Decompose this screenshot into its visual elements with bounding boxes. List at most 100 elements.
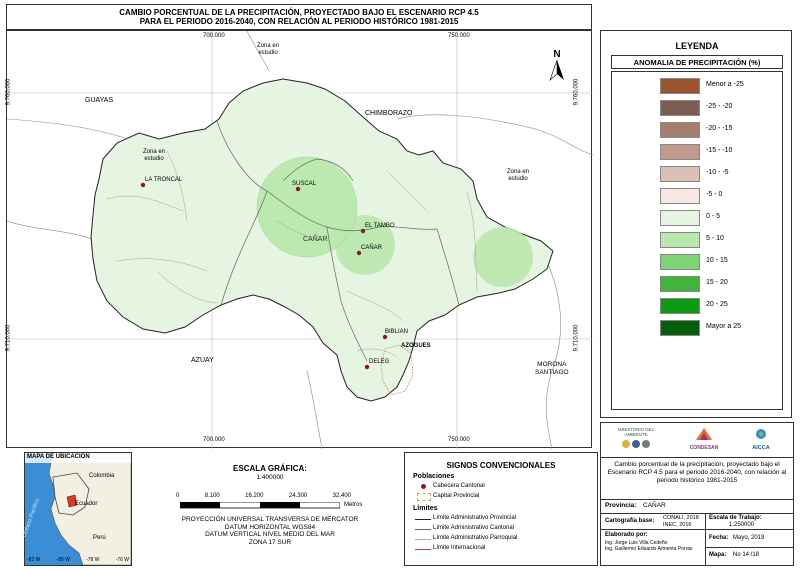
elaborado-name-2: Ing. Guillermo Eduardo Armenta Porras (605, 546, 693, 552)
signs-lim-cant: Límite Administrativo Cantonal (433, 525, 515, 531)
legend-item: 0 - 5 (618, 210, 778, 230)
signs-capital: Capital Provincial (433, 493, 480, 499)
label-zona-right-l2: estudio (508, 176, 528, 182)
legend-label: Mayor a 25 (706, 323, 742, 330)
grid-label-right-2: 9.710.000 (573, 324, 580, 352)
legend-label: -10 - -5 (706, 169, 729, 176)
legend-label: 20 - 25 (706, 301, 728, 308)
town-deleg (364, 364, 370, 370)
capital-icon (417, 493, 431, 501)
aicca-logo-text: AICCA (752, 445, 770, 451)
town-label-deleg: DELEG (369, 359, 390, 365)
legend-label: 10 - 15 (706, 257, 728, 264)
projection-line-3: DATUM VERTICAL NIVEL MEDIO DEL MAR (205, 531, 335, 538)
projection-line-4: ZONA 17 SUR (248, 538, 292, 546)
grid-label-bottom-2: 750.000 (448, 437, 470, 443)
legend-swatch (660, 100, 700, 116)
elaborado-name-1: Ing. Jorge Luis Villa Cedeño (605, 540, 668, 546)
legend-swatch (660, 298, 700, 314)
town-label-azogues: AZOGUES (401, 343, 431, 349)
aicca-logo: AICCA (741, 427, 781, 453)
aicca-mark-icon (756, 429, 766, 439)
scale-tick-0: 0 (176, 493, 180, 499)
carto-value-1: CONALI, 2018 (663, 515, 699, 521)
info-block: MINISTERIO DEL AMBIENTE CONDESAN AICCA C… (600, 422, 794, 566)
legend-item: 10 - 15 (618, 254, 778, 274)
parish-boundaries (106, 150, 478, 358)
scale-ticks: 0 8.100 16.200 24.300 32.400 (176, 493, 351, 499)
scale-tick-4: 32.400 (332, 493, 351, 499)
locator-title: MAPA DE UBICACIÓN (27, 454, 90, 460)
title-line-1: CAMBIO PORCENTUAL DE LA PRECIPITACIÓN, P… (119, 8, 479, 17)
legend-item: -20 - -15 (618, 122, 778, 142)
signs-lim-prov: Límite Administrativo Provincial (433, 515, 517, 521)
lim-cant-icon (415, 529, 431, 530)
escala-label: Escala de Trabajo: (709, 515, 762, 521)
grid-label-top-1: 700.000 (203, 33, 225, 39)
legend-swatch (660, 232, 700, 248)
map-title: CAMBIO PORCENTUAL DE LA PRECIPITACIÓN, P… (6, 4, 592, 30)
neighbour-boundaries (6, 30, 594, 450)
legend-swatch (660, 78, 700, 94)
legend-swatch (660, 254, 700, 270)
legend-title: LEYENDA (675, 41, 719, 51)
legend-label: 5 - 10 (706, 235, 724, 242)
lim-prov-icon (415, 519, 431, 520)
anomaly-zone-edge (256, 156, 358, 258)
divider-4 (705, 547, 793, 548)
label-zona-top: Zona en estudio (257, 43, 279, 57)
label-morona-l2: SANTIAGO (535, 369, 569, 376)
divider-1 (601, 499, 793, 500)
cabecera-icon (421, 484, 426, 489)
legend-label: 15 - 20 (706, 279, 728, 286)
azogues-capital-outline (380, 344, 414, 396)
label-morona-l1: MORONA (537, 361, 567, 368)
legend-panel: LEYENDA ANOMALIA DE PRECIPITACIÓN (%) Me… (600, 30, 792, 418)
title-line-2: PARA EL PERIODO 2016-2040, CON RELACIÓN … (139, 17, 459, 26)
label-morona-santiago: MORONA SANTIAGO (535, 361, 569, 377)
mapa-value: No 14 /18 (733, 552, 760, 558)
town-suscal (295, 186, 301, 192)
ministry-logo: MINISTERIO DEL AMBIENTE (609, 427, 663, 453)
legend-items: Menor a -25 -25 - -20 -20 - -15 -15 - -10 -1… (611, 71, 783, 410)
legend-item: Mayor a 25 (618, 320, 778, 340)
scale-ratio: 1:400000 (256, 474, 284, 481)
provincia-label: Provincia: (605, 502, 637, 509)
main-map: 700.000 750.000 700.000 750.000 9.760.00… (5, 30, 594, 450)
locator-lon-3: -78 W (86, 557, 100, 563)
legend-label: -20 - -15 (706, 125, 733, 132)
projection-info: PROYECCIÓN UNIVERSAL TRANSVERSA DE MERCA… (140, 516, 400, 546)
town-la-troncal (140, 182, 146, 188)
info-description: Cambio porcentual de la precipitación, p… (607, 461, 787, 484)
locator-lon-4: -76 W (115, 557, 129, 563)
locator-ecuador: Ecuador (75, 501, 98, 507)
logos-row: MINISTERIO DEL AMBIENTE CONDESAN AICCA (601, 423, 793, 458)
town-label-la-troncal: LA TRONCAL (145, 177, 183, 183)
legend-swatch (660, 188, 700, 204)
grid-label-bottom-1: 700.000 (203, 437, 225, 443)
label-zona-right: Zona en estudio (507, 169, 529, 183)
scale-tick-2: 16.200 (245, 493, 264, 499)
anomaly-zone-suscal (257, 157, 357, 257)
label-zona-top-l1: Zona en (257, 43, 280, 49)
town-points (140, 182, 388, 370)
town-label-biblian: BIBLIAN (385, 329, 409, 335)
map-canvas (6, 30, 594, 450)
signs-limites: Límites (413, 505, 438, 512)
town-canar (356, 250, 362, 256)
scale-title: ESCALA GRÁFICA: (233, 464, 307, 473)
legend-item: -5 - 0 (618, 188, 778, 208)
locator-map: MAPA DE UBICACIÓN Colombia Ecuador Perú … (21, 452, 132, 566)
label-zona-left-l1: Zona en (143, 149, 166, 155)
projection-line-2: DATUM HORIZONTAL WGS84 (224, 523, 316, 531)
cantonal-boundaries (216, 120, 460, 362)
escala-value: 1:250000 (729, 522, 755, 528)
locator-lon-1: -82 W (27, 557, 41, 563)
scale-section: ESCALA GRÁFICA: 1:400000 0 8.100 16.200 … (140, 452, 400, 564)
locator-peru: Perú (93, 535, 106, 541)
town-label-el-tambo: EL TAMBO (365, 223, 395, 229)
carto-value-2: INEC, 2016 (663, 521, 692, 528)
divider-2 (601, 513, 793, 514)
legend-swatch (660, 210, 700, 226)
label-zona-left-l2: estudio (144, 156, 164, 162)
